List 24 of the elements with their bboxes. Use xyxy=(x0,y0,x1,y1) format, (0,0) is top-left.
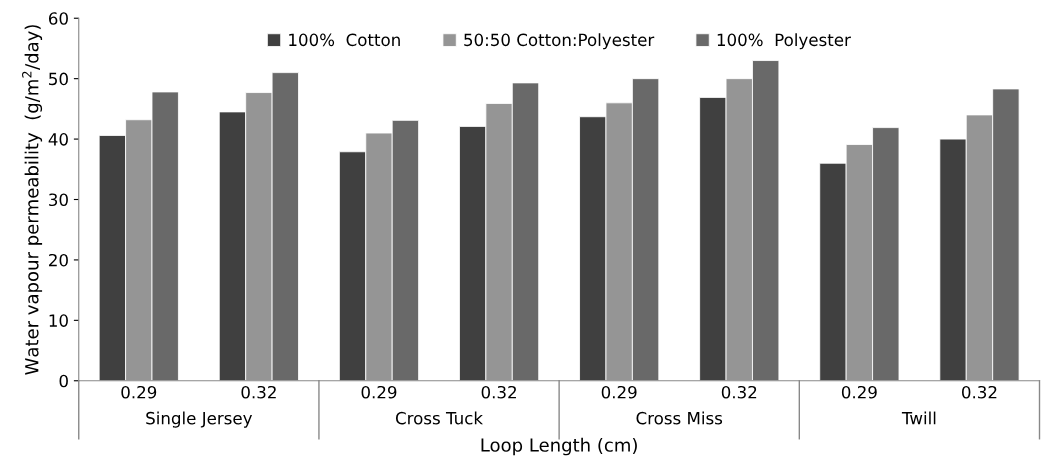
x-axis-title: Loop Length (cm) xyxy=(481,437,637,456)
y-tick-label: 0 xyxy=(59,374,68,388)
text: Cross Tuck xyxy=(395,411,483,425)
y-tick-label: 60 xyxy=(48,12,68,25)
y-tick-label: 20 xyxy=(49,253,68,267)
text: Twill xyxy=(901,411,936,425)
y-axis-title: Water vapour permeability (g/m$^{2}$/day) xyxy=(22,25,43,375)
x-tick-label: 0.29 xyxy=(121,385,157,399)
x-tick-label: 0.29 xyxy=(361,385,397,399)
x-tick-label: 0.32 xyxy=(962,385,997,399)
x-tick-label: 0.29 xyxy=(841,385,877,399)
x-tick-label: 0.32 xyxy=(481,385,516,399)
legend-label: 100% Polyester xyxy=(717,33,851,50)
x-tick-label: 0.32 xyxy=(721,385,757,399)
legend-label: 50:50 Cotton:Polyester xyxy=(464,33,655,50)
y-tick-label: 30 xyxy=(49,193,68,207)
y-tick-label: 10 xyxy=(49,314,68,327)
y-tick-label: 50 xyxy=(49,72,68,86)
text: Cross Miss xyxy=(636,411,723,425)
legend-label: 100% Cotton xyxy=(289,33,400,47)
text: Single Jersey xyxy=(146,411,253,428)
x-tick-label: 0.29 xyxy=(601,385,637,399)
y-tick-label: 40 xyxy=(48,133,68,146)
x-tick-label: 0.32 xyxy=(241,385,276,399)
